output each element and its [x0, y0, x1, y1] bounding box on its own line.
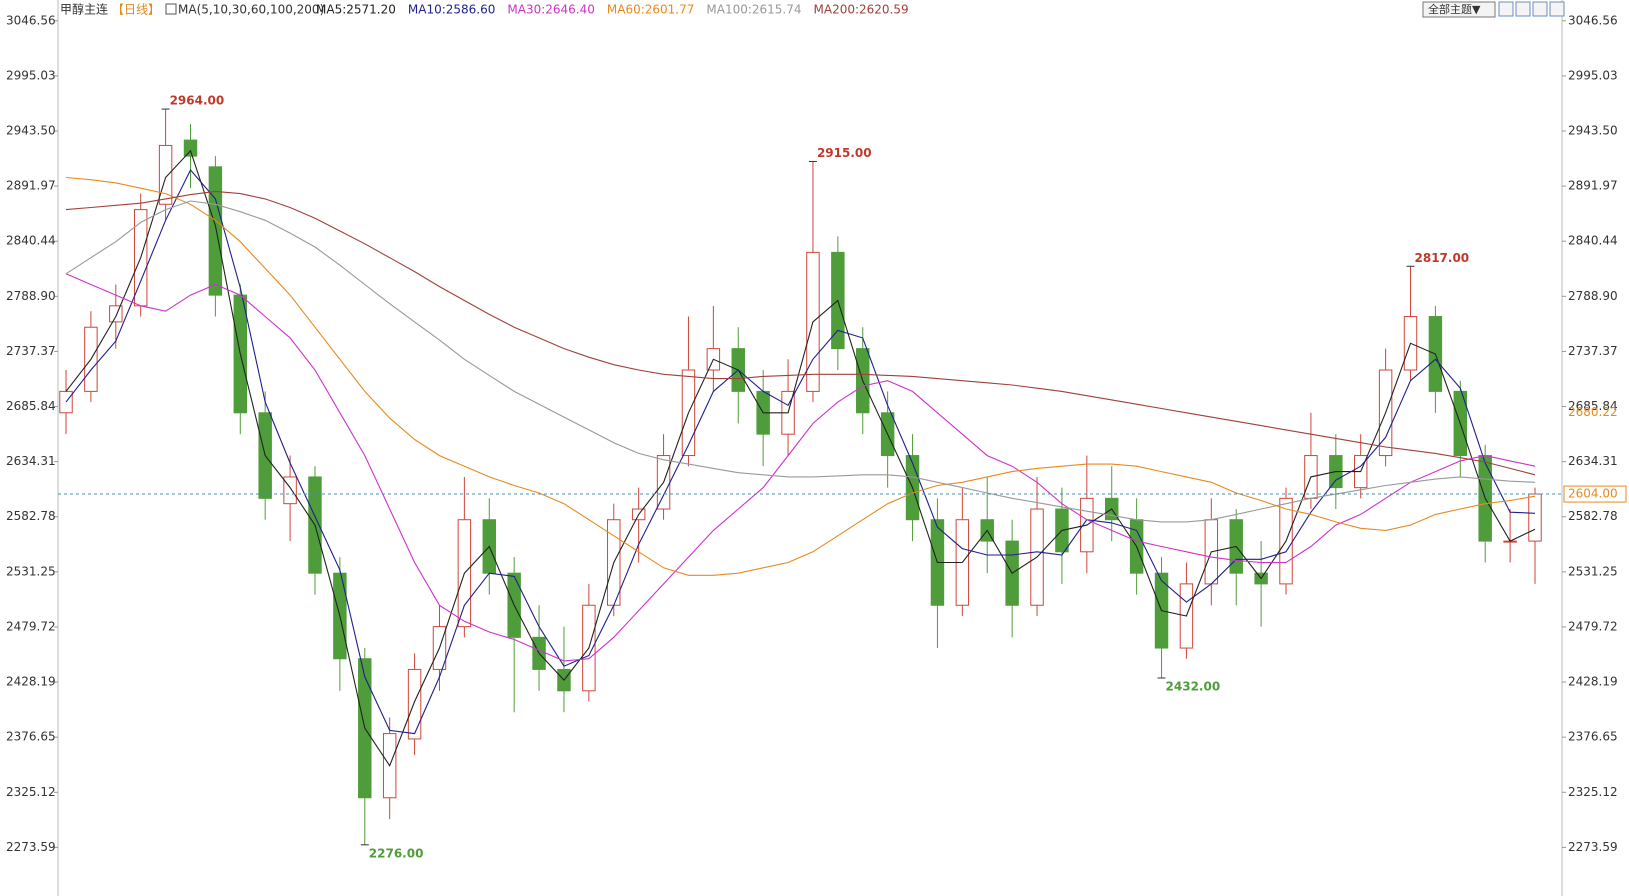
y-tick-label-right: 3046.56 [1568, 13, 1618, 27]
y-tick-label-right: 2840.44 [1568, 234, 1618, 248]
indicator: MA(5,10,30,60,100,200) [178, 3, 324, 17]
tool-icon[interactable] [1549, 1, 1565, 17]
y-tick-label-right: 2273.59 [1568, 840, 1618, 854]
extreme-label: 2915.00 [817, 146, 872, 160]
legend: MA5:2571.20 MA10:2586.60 MA30:2646.40 MA60:… [316, 3, 909, 17]
toolbar: 全部主题▼ [1422, 1, 1565, 18]
extreme-label: 2276.00 [369, 846, 424, 860]
y-tick-label-right: 2479.72 [1568, 619, 1618, 633]
indicator-icon[interactable] [165, 3, 177, 15]
y-tick-label-right: 2891.97 [1568, 179, 1618, 193]
legend-entry: MA10:2586.60 [408, 3, 496, 17]
y-tick-label-right: 2428.19 [1568, 675, 1618, 689]
candle-body [208, 166, 223, 296]
y-tick-label-right: 2634.31 [1568, 454, 1618, 468]
y-tick-label-right: 2376.65 [1568, 730, 1618, 744]
y-tick-label: 2273.59 [6, 840, 56, 854]
candles [59, 109, 1542, 845]
ma-line [65, 200, 1536, 523]
legend-entry: MA5:2571.20 [316, 3, 396, 17]
candle-body [407, 668, 422, 740]
candle-body [158, 144, 173, 205]
y-tick-label: 2634.31 [6, 454, 56, 468]
y-tick-label-right: 2943.50 [1568, 123, 1618, 137]
extreme-label: 2432.00 [1166, 679, 1221, 693]
y-tick-label: 2325.12 [6, 785, 56, 799]
candle-body [183, 139, 198, 157]
y-tick-label: 2737.37 [6, 344, 56, 358]
legend-entry: MA60:2601.77 [607, 3, 695, 17]
extreme-label: 2964.00 [170, 94, 225, 108]
last-price-box [1563, 485, 1627, 503]
instrument-title: 甲醇主连 [60, 2, 108, 17]
extreme-label: 2817.00 [1415, 251, 1470, 265]
y-tick-label: 2943.50 [6, 123, 56, 137]
y-tick-label: 2531.25 [6, 564, 56, 578]
theme-button-label: 全部主题▼ [1428, 2, 1481, 16]
candle-body [283, 476, 297, 505]
ma-line [65, 273, 1536, 662]
y-tick-label-right: 2995.03 [1568, 68, 1618, 82]
y-tick-label-right: 2531.25 [1568, 564, 1618, 578]
y-tick-label: 2428.19 [6, 675, 56, 689]
y-tick-label-right: 2325.12 [1568, 785, 1618, 799]
tool-icon[interactable] [1498, 1, 1514, 17]
period: 【日线】 [112, 3, 160, 17]
legend-entry: MA200:2620.59 [814, 3, 909, 17]
y-tick-label: 2376.65 [6, 730, 56, 744]
tool-icon[interactable] [1532, 1, 1548, 17]
y-tick-label: 2995.03 [6, 68, 56, 82]
last-price-label: 2604.00 [1568, 487, 1618, 501]
legend-entry: MA100:2615.74 [706, 3, 801, 17]
y-tick-label-right: 2685.84 [1568, 399, 1618, 413]
y-tick-label: 2891.97 [6, 179, 56, 193]
y-tick-label: 2788.90 [6, 289, 56, 303]
y-tick-label-right: 2737.37 [1568, 344, 1618, 358]
y-tick-label: 3046.56 [6, 13, 56, 27]
tool-icon[interactable] [1515, 1, 1531, 17]
ma-line [65, 169, 1536, 735]
y-tick-label: 2479.72 [6, 619, 56, 633]
legend-entry: MA30:2646.40 [507, 3, 595, 17]
candle-body [109, 305, 123, 323]
y-tick-label: 2840.44 [6, 234, 56, 248]
y-tick-label: 2582.78 [6, 509, 56, 523]
y-tick-label-right: 2582.78 [1568, 509, 1618, 523]
ma-line [65, 149, 1536, 767]
y-tick-label: 2685.84 [6, 399, 56, 413]
ma-line [65, 190, 1536, 476]
ma-line [65, 176, 1536, 576]
theme-button[interactable] [1422, 1, 1496, 18]
candle-body [1528, 493, 1542, 542]
y-tick-label-right: 2788.90 [1568, 289, 1618, 303]
marker-label: 2680.22 [1568, 405, 1618, 419]
